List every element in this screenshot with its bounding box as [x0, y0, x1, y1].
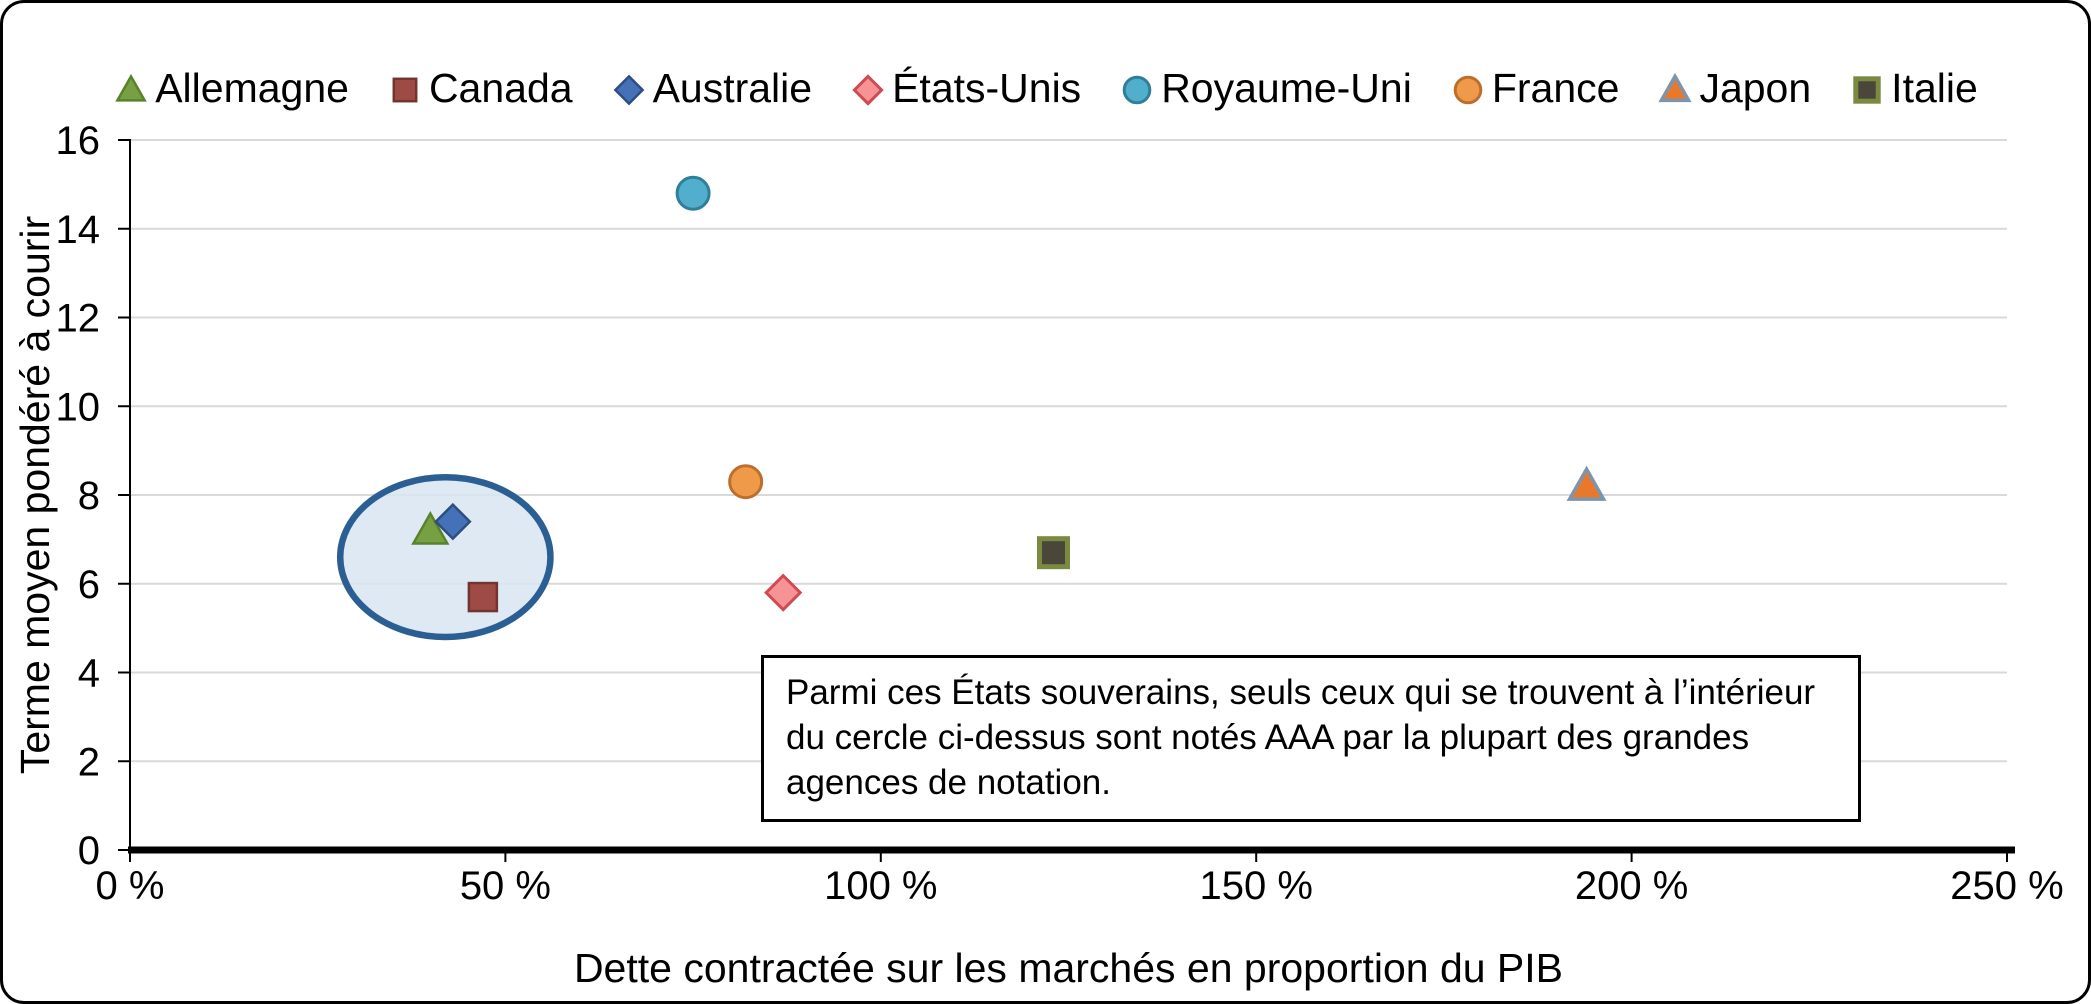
legend-item: France — [1450, 65, 1620, 112]
square-marker — [392, 77, 418, 102]
y-axis-title: Terme moyen pondéré à courir — [12, 216, 58, 774]
x-tick-label: 50 % — [460, 864, 551, 908]
legend-item: États-Unis — [850, 65, 1081, 112]
circle-marker — [675, 175, 711, 211]
legend-label: Royaume-Uni — [1161, 65, 1412, 111]
y-tick-label: 10 — [56, 385, 101, 429]
diamond-marker — [764, 573, 803, 612]
triangle-marker — [115, 73, 147, 102]
legend-marker-icon — [1658, 72, 1693, 102]
y-tick-label: 4 — [78, 652, 100, 696]
diamond-marker — [434, 502, 472, 541]
circle-marker — [1122, 75, 1152, 104]
aaa-highlight-ellipse — [336, 474, 554, 641]
legend-label: États-Unis — [892, 65, 1082, 111]
legend-marker-icon — [1453, 75, 1483, 104]
diamond-marker — [852, 73, 884, 106]
legend-item: Canada — [387, 65, 573, 112]
y-tick-label: 0 — [78, 829, 100, 873]
legend-label: France — [1491, 65, 1620, 111]
y-tick-label: 2 — [78, 740, 100, 784]
legend-marker-icon — [115, 73, 147, 102]
y-tick-label: 6 — [78, 563, 100, 607]
legend-item: Italie — [1849, 65, 1978, 112]
legend-label: Australie — [652, 65, 813, 111]
legend-item: Australie — [611, 65, 813, 112]
annotation-box: Parmi ces États souverains, seuls ceux q… — [761, 655, 1861, 823]
legend-label: Japon — [1699, 65, 1812, 111]
legend-marker-icon — [1853, 75, 1881, 104]
circle-marker — [1453, 75, 1483, 104]
circle-marker — [728, 464, 764, 500]
triangle-marker — [1566, 465, 1607, 501]
x-tick-label: 100 % — [824, 864, 937, 908]
legend-label: Italie — [1891, 65, 1978, 111]
legend-label: Canada — [428, 65, 573, 111]
legend-marker-icon — [392, 77, 418, 102]
chart-legend: Allemagne Canada Australie États-Unis Royaum… — [3, 65, 2088, 112]
x-axis-title: Dette contractée sur les marchés en prop… — [574, 945, 1563, 991]
square-marker — [1853, 75, 1881, 104]
square-marker — [467, 581, 499, 613]
legend-marker-icon — [613, 74, 644, 105]
x-tick-label: 150 % — [1199, 864, 1312, 908]
y-tick-label: 12 — [56, 297, 101, 341]
triangle-marker — [1658, 72, 1693, 102]
x-tick-label: 0 % — [96, 864, 165, 908]
y-tick-label: 14 — [56, 208, 101, 252]
legend-marker-icon — [852, 73, 884, 106]
chart-canvas: 0 2 4 6 8 10 12 14 16 0 % 50 % 100 % 150 % 200 % 250 %… — [12, 119, 2064, 991]
annotation-text: Parmi ces États souverains, seuls ceux q… — [786, 673, 1816, 803]
legend-label: Allemagne — [155, 65, 349, 111]
legend-item: Japon — [1657, 65, 1811, 112]
y-tick-label: 8 — [78, 474, 100, 518]
y-tick-label: 16 — [56, 119, 101, 163]
x-tick-label: 200 % — [1575, 864, 1688, 908]
x-tick-label: 250 % — [1950, 864, 2063, 908]
square-marker — [1036, 536, 1070, 570]
legend-item: Royaume-Uni — [1119, 65, 1412, 112]
triangle-marker — [411, 510, 450, 545]
legend-item: Allemagne — [113, 65, 349, 112]
diamond-marker — [613, 74, 644, 105]
legend-marker-icon — [1122, 75, 1152, 104]
